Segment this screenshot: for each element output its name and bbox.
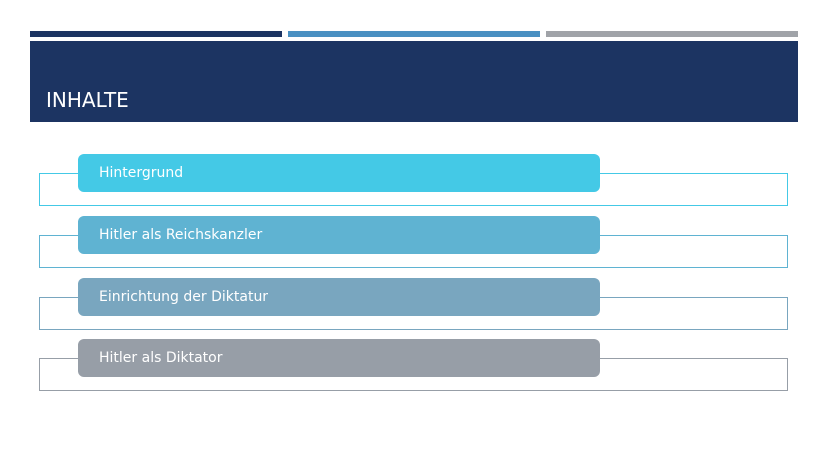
accent-bar xyxy=(288,31,540,37)
header: INHALTE xyxy=(30,41,798,122)
item: Hitler als Diktator xyxy=(78,339,600,377)
title: INHALTE xyxy=(46,88,129,112)
item: Einrichtung der Diktatur xyxy=(78,278,600,316)
item: Hitler als Reichskanzler xyxy=(78,216,600,254)
accent-bar xyxy=(30,31,282,37)
accent-bar xyxy=(546,31,798,37)
item: Hintergrund xyxy=(78,154,600,192)
